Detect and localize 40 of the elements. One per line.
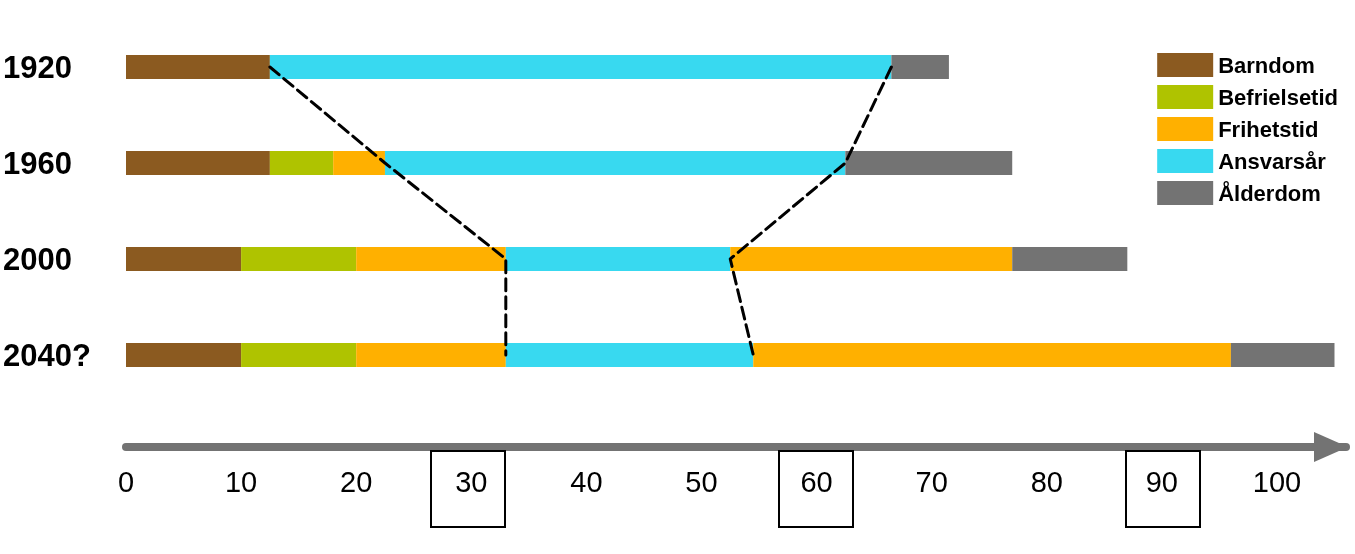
bar [505,247,731,271]
bar [356,343,506,367]
y-tick-label: 2040? [3,337,91,373]
bar [505,343,754,367]
bar [1012,247,1128,271]
x-tick-label: 100 [1252,465,1302,498]
bar [333,151,385,175]
y-tick-label: 1960 [3,145,72,181]
bar [384,151,846,175]
bar [126,343,242,367]
x-tick-label: 10 [224,465,258,498]
bar [845,151,1013,175]
bar [1230,343,1335,367]
legend-label: Ansvarsår [1218,148,1327,174]
bar [241,343,357,367]
legend-label: Befrielsetid [1218,84,1339,110]
x-tick-label: 20 [340,465,373,498]
legend-label: Frihetstid [1218,116,1319,142]
bar [126,55,270,79]
x-tick-label: 40 [570,465,603,498]
y-tick-label: 2000 [3,241,72,277]
x-tick-label: 60 [800,465,833,498]
legend-label: Barndom [1218,52,1315,78]
x-tick-label: 80 [1030,465,1063,498]
x-tick-label: 50 [685,465,718,498]
legend-label: Ålderdom [1218,179,1321,206]
bar [891,55,949,79]
bar [753,343,1231,367]
bar [269,55,892,79]
bar [269,151,334,175]
bar [730,247,1013,271]
y-tick-label: 1920 [3,49,72,85]
bar [126,151,270,175]
x-tick-label: 0 [117,465,135,498]
bar [356,247,506,271]
x-tick-label: 30 [455,465,488,498]
bar [241,247,357,271]
x-tick-label: 90 [1145,465,1178,498]
bar [126,247,242,271]
x-tick-label: 70 [915,465,948,498]
